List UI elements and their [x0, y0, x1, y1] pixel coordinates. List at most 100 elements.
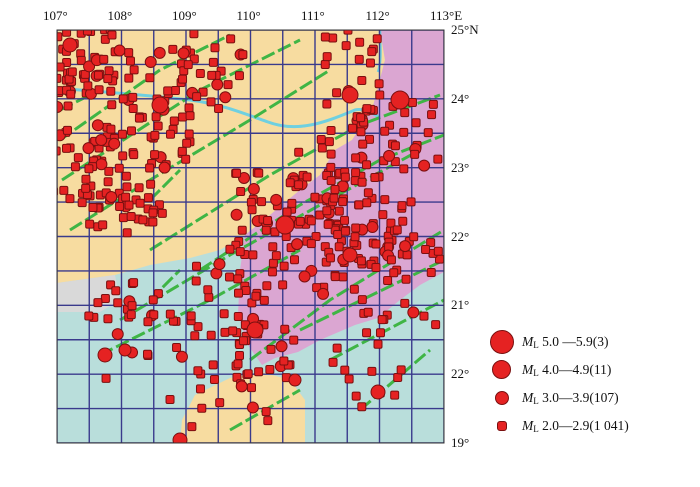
earthquake-marker-small — [134, 113, 144, 123]
legend-label-m2: 2.0—2.9(1 041) — [538, 418, 629, 433]
earthquake-marker — [105, 191, 118, 204]
earthquake-marker-small — [177, 146, 187, 156]
earthquake-marker-small — [104, 66, 114, 76]
earthquake-marker — [238, 171, 251, 184]
earthquake-marker-small — [36, 90, 44, 98]
earthquake-marker-small — [94, 85, 104, 95]
earthquake-marker-small — [399, 127, 409, 137]
earthquake-marker-small — [106, 124, 116, 134]
earthquake-marker — [175, 350, 188, 363]
earthquake-marker-small — [57, 146, 61, 156]
earthquake-marker-small — [328, 33, 338, 43]
earthquake-marker-small — [419, 311, 429, 321]
earthquake-marker-small — [178, 74, 188, 84]
earthquake-marker-small — [367, 366, 377, 376]
earthquake-marker-small — [190, 331, 200, 341]
earthquake-marker-small — [185, 111, 195, 121]
earthquake-marker-small — [170, 86, 180, 96]
earthquake-marker-small — [279, 261, 289, 271]
earthquake-marker — [82, 142, 95, 155]
earthquake-marker-small — [320, 32, 330, 42]
earthquake-marker-small — [184, 103, 194, 113]
earthquake-marker-small — [118, 94, 128, 104]
earthquake-marker — [270, 193, 283, 206]
earthquake-marker-small — [428, 99, 438, 109]
earthquake-marker-small — [266, 344, 276, 354]
earthquake-marker-small — [323, 219, 333, 229]
earthquake-marker-small — [129, 150, 139, 160]
earthquake-marker-small — [278, 280, 288, 290]
earthquake-marker-small — [195, 384, 205, 394]
earthquake-marker-small — [351, 391, 361, 401]
earthquake-marker-small — [367, 47, 377, 57]
earthquake-marker-small — [148, 295, 158, 305]
earthquake-marker-small — [101, 373, 111, 383]
earthquake-marker-small — [390, 390, 400, 400]
earthquake-marker-small — [325, 253, 335, 263]
latitude-label: 23° — [451, 159, 470, 175]
earthquake-marker-small — [254, 168, 264, 178]
earthquake-marker-small — [246, 197, 256, 207]
earthquake-marker-small — [322, 99, 332, 109]
earthquake-marker-small — [333, 230, 343, 240]
earthquake-marker-small — [169, 116, 179, 126]
earthquake-marker-small — [193, 322, 203, 332]
earthquake-marker-small — [88, 203, 98, 213]
earthquake-marker-small — [181, 154, 191, 164]
map-frame — [56, 29, 445, 444]
earthquake-marker — [390, 90, 410, 110]
legend-mag-sub: L — [533, 424, 539, 434]
earthquake-marker-small — [143, 317, 153, 327]
earthquake-marker-small — [121, 171, 131, 181]
earthquake-marker-small — [259, 295, 269, 305]
earthquake-marker-small — [122, 182, 132, 192]
earthquake-marker-small — [365, 134, 375, 144]
earthquake-marker — [246, 401, 259, 414]
earthquake-marker-small — [186, 311, 196, 321]
earthquake-marker-small — [351, 153, 361, 163]
earthquake-marker — [383, 149, 396, 162]
earthquake-marker-small — [433, 154, 443, 164]
earthquake-marker-small — [248, 250, 258, 260]
earthquake-marker-small — [42, 49, 50, 57]
earthquake-marker-small — [125, 56, 135, 66]
earthquake-marker-small — [354, 54, 364, 64]
earthquake-marker-small — [103, 74, 113, 84]
earthquake-marker-small — [114, 163, 124, 173]
earthquake-marker-small — [261, 225, 271, 235]
earthquake-marker-small — [348, 123, 358, 133]
earthquake-marker-small — [362, 328, 372, 338]
earthquake-marker — [246, 321, 264, 339]
earthquake-marker-small — [344, 374, 354, 384]
earthquake-marker-small — [128, 103, 138, 113]
earthquake-marker-small — [178, 112, 188, 122]
earthquake-marker-small — [59, 185, 69, 195]
earthquake-marker-small — [295, 216, 305, 226]
legend-symbol-large-circle — [490, 330, 514, 354]
longitude-label: 109° — [172, 8, 197, 23]
earthquake-marker-small — [390, 141, 400, 151]
legend-row-m5: ML 5.0 —5.9(3) — [486, 330, 686, 354]
longitude-label: 107° — [43, 8, 68, 23]
earthquake-marker-small — [81, 183, 91, 193]
earthquake-marker-small — [340, 365, 350, 375]
earthquake-marker-small — [148, 217, 158, 227]
earthquake-marker-small — [187, 422, 197, 432]
earthquake-marker-small — [98, 220, 108, 230]
legend-symbol-square — [497, 421, 507, 431]
earthquake-marker-small — [121, 192, 131, 202]
earthquake-marker-small — [134, 183, 144, 193]
earthquake-marker-small — [426, 238, 436, 248]
earthquake-marker-small — [77, 198, 87, 208]
earthquake-marker-small — [279, 356, 289, 366]
earthquake-marker-small — [149, 310, 159, 320]
earthquake-marker-small — [166, 129, 176, 139]
earthquake-marker-small — [57, 86, 64, 96]
earthquake-marker-small — [93, 70, 103, 80]
latitude-label: 21° — [451, 297, 470, 313]
earthquake-marker-small — [103, 314, 113, 324]
earthquake-marker-small — [289, 335, 299, 345]
legend-mag-symbol: M — [522, 334, 534, 349]
earthquake-marker-small — [57, 133, 59, 142]
